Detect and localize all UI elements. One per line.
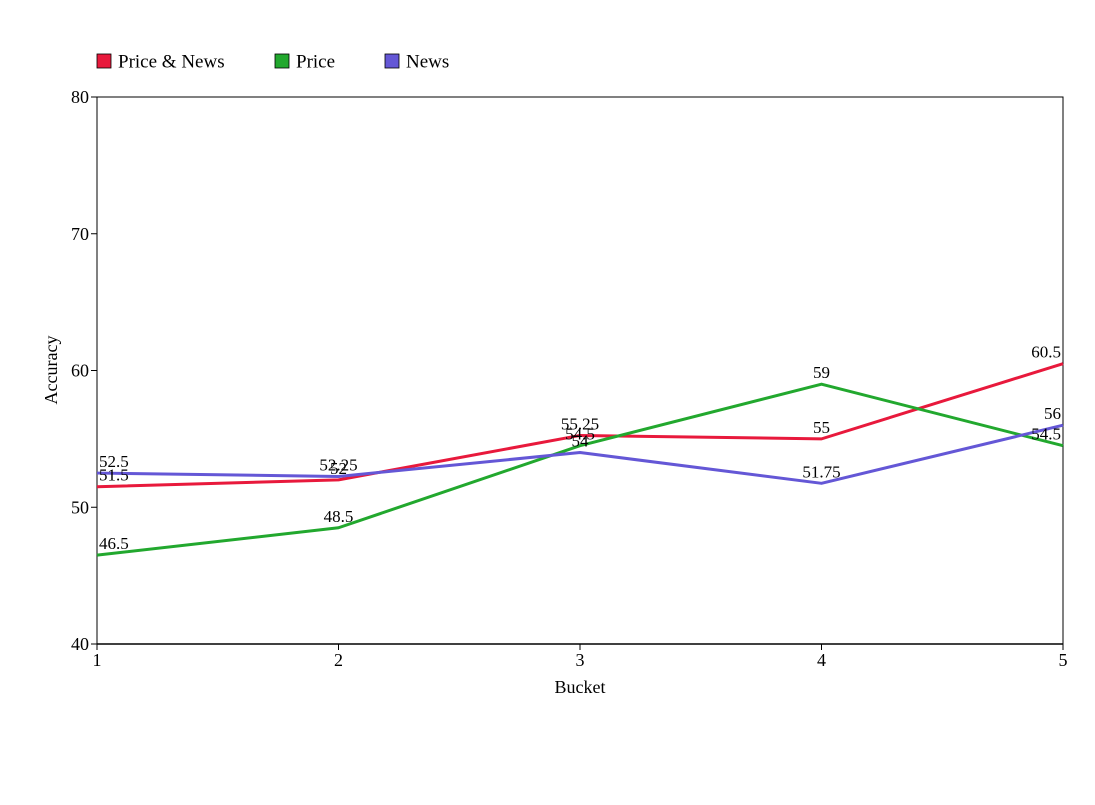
y-axis: 40 50 60 70 80 <box>71 87 97 654</box>
legend-swatch <box>384 53 400 69</box>
y-tick-label: 40 <box>71 634 89 654</box>
data-label: 48.5 <box>324 507 354 526</box>
data-label: 59 <box>813 363 830 382</box>
plot-area <box>96 96 1064 645</box>
x-tick-label: 2 <box>334 650 343 670</box>
series-line <box>96 362 1064 489</box>
data-label: 60.5 <box>1031 343 1061 362</box>
y-tick-label: 60 <box>71 361 89 381</box>
y-tick-label: 80 <box>71 87 89 107</box>
legend-label: Price <box>296 52 335 73</box>
data-label: 54.5 <box>1031 425 1061 444</box>
data-label: 51.75 <box>802 462 840 481</box>
y-axis-title: Accuracy <box>41 336 61 405</box>
data-label: 52.25 <box>319 455 357 474</box>
x-axis-title: Bucket <box>555 677 606 697</box>
x-tick-label: 4 <box>817 650 826 670</box>
data-label: 54.5 <box>565 425 595 444</box>
series-lines <box>96 362 1064 557</box>
y-tick-label: 50 <box>71 497 89 517</box>
x-tick-label: 3 <box>576 650 585 670</box>
data-label: 56 <box>1044 404 1061 423</box>
data-label: 52.5 <box>99 452 129 471</box>
legend-swatch <box>274 53 290 69</box>
data-label: 54 <box>572 432 590 451</box>
legend-label: Price & News <box>118 52 225 73</box>
data-label: 46.5 <box>99 534 129 553</box>
series-line <box>96 382 1064 557</box>
x-tick-label: 1 <box>93 650 102 670</box>
data-label: 51.5 <box>99 466 129 485</box>
data-label: 55.25 <box>561 414 599 433</box>
legend-label: News <box>406 52 449 73</box>
legend: Price & News Price News <box>96 52 449 73</box>
y-tick-label: 70 <box>71 224 89 244</box>
data-label: 55 <box>813 418 830 437</box>
legend-swatch <box>96 53 112 69</box>
series-line <box>96 423 1064 485</box>
x-tick-label: 5 <box>1059 650 1068 670</box>
data-labels: 51.5 52 55.25 55 60.5 46.5 48.5 54.5 59 54.5 52.5 5… <box>99 343 1061 553</box>
data-label: 52 <box>330 459 347 478</box>
x-axis: 1 2 3 4 5 <box>93 643 1068 670</box>
